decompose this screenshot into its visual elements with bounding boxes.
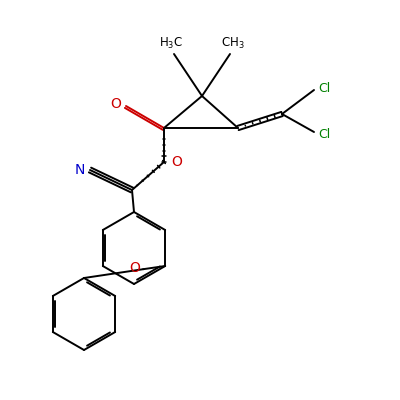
Text: O: O: [110, 97, 121, 111]
Text: $\mathsf{CH_3}$: $\mathsf{CH_3}$: [221, 36, 245, 51]
Text: Cl: Cl: [318, 82, 330, 94]
Text: O: O: [129, 262, 140, 275]
Text: $\mathsf{H_3C}$: $\mathsf{H_3C}$: [159, 36, 183, 51]
Text: Cl: Cl: [318, 128, 330, 140]
Text: O: O: [171, 155, 182, 169]
Text: N: N: [75, 163, 85, 177]
